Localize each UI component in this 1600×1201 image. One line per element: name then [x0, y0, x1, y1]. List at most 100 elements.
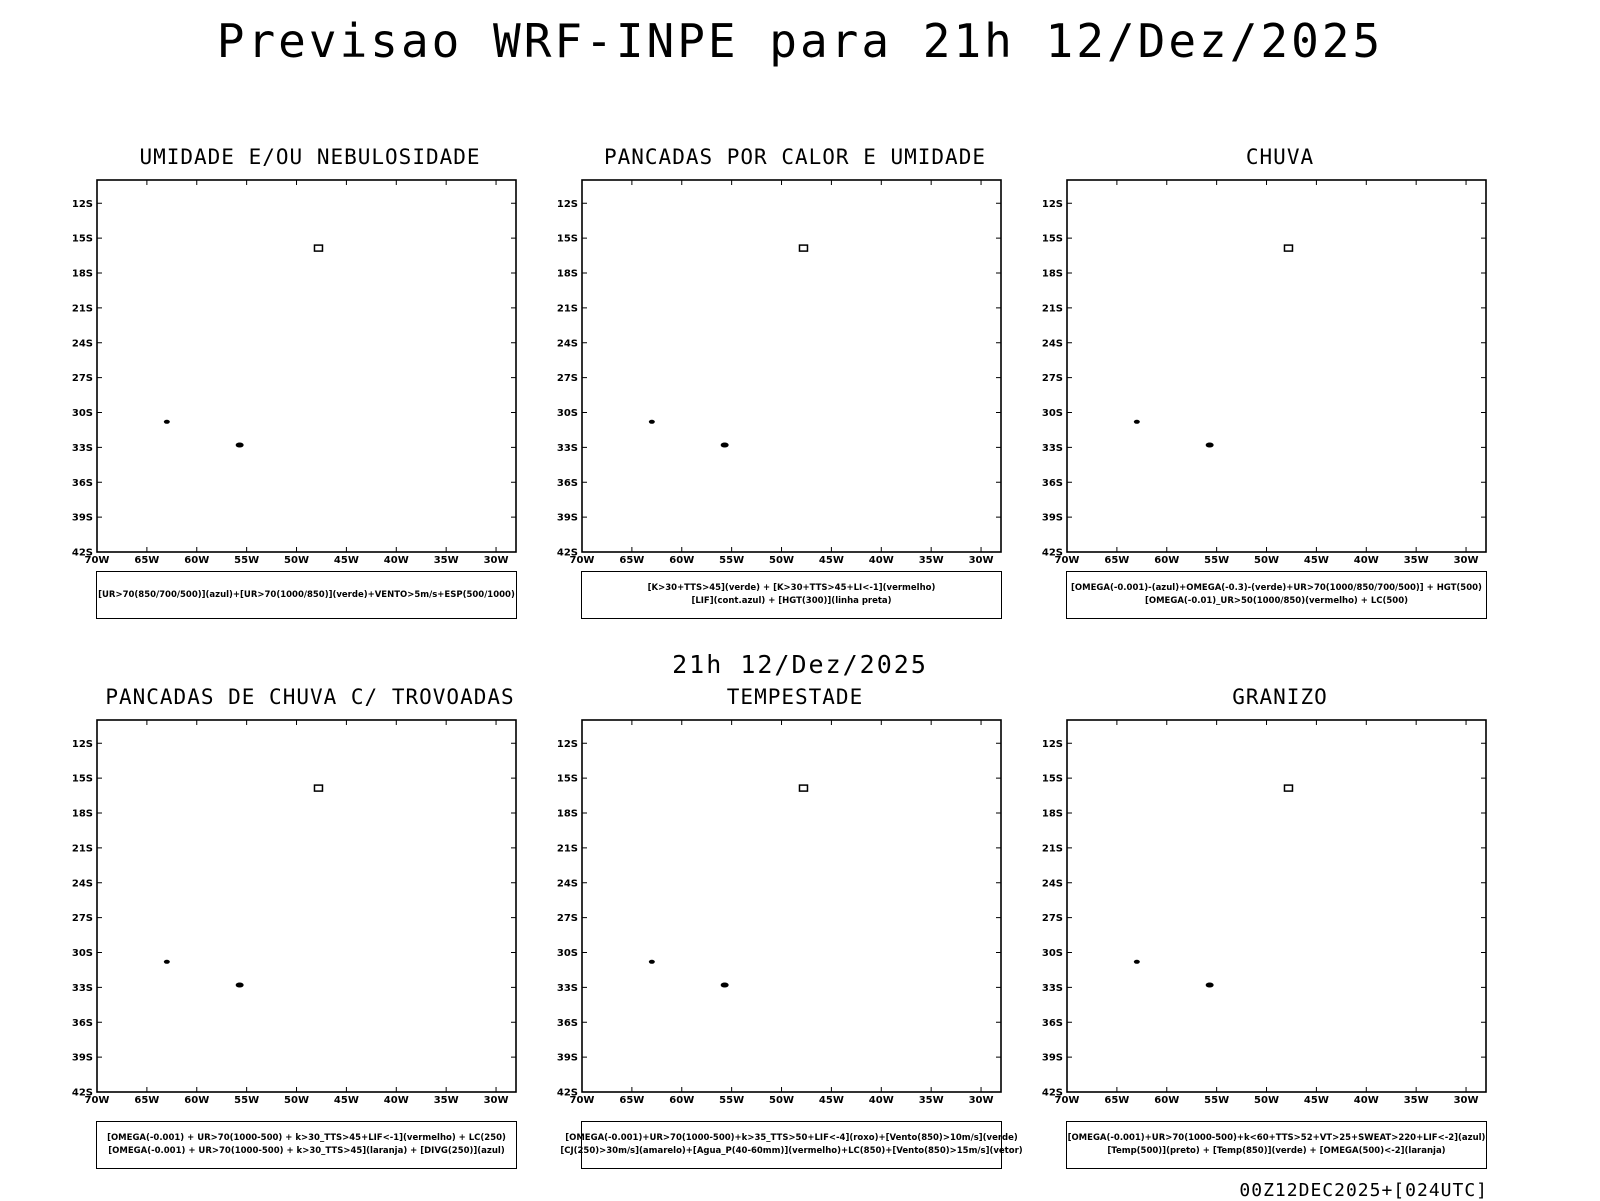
legend-line: [K>30+TTS>45](verde) + [K>30+TTS>45+LI<-… — [647, 583, 936, 593]
map-content: 9600944095209600960096009520944093609360… — [648, 244, 809, 448]
lat-label: 21S — [557, 303, 578, 314]
lon-label: 60W — [669, 1095, 694, 1106]
lat-label: 18S — [72, 269, 93, 280]
map-background — [97, 180, 516, 552]
lake — [648, 419, 655, 424]
lat-label: 36S — [557, 478, 578, 489]
map-svg: 12-15-18-12151515182121 12S 15S 18S 21S 24S 27… — [1042, 719, 1487, 1106]
lon-label: 35W — [919, 1095, 944, 1106]
legend-chuva: [OMEGA(-0.001)-(azul)+OMEGA(-0.3)-(verde… — [1066, 571, 1487, 619]
lon-label: 30W — [1454, 555, 1479, 566]
panel-granizo: GRANIZO 12-15-18-12151515182121 12S 15S 18S… — [1030, 685, 1530, 1175]
lat-label: 36S — [1042, 478, 1063, 489]
lon-label: 50W — [769, 1095, 794, 1106]
legend-granizo: [OMEGA(-0.001)+UR>70(1000-500)+k<60+TTS>… — [1066, 1121, 1487, 1169]
lon-label: 60W — [669, 555, 694, 566]
lat-label: 18S — [1042, 269, 1063, 280]
map-content — [163, 784, 324, 988]
map-frame — [1066, 179, 1487, 553]
lat-label: 42S — [1042, 1088, 1063, 1099]
lat-label: 15S — [72, 774, 93, 785]
legend-line: [UR>70(850/700/500)](azul)+[UR>70(1000/8… — [98, 589, 515, 600]
lon-label: 45W — [819, 555, 844, 566]
map-frame — [581, 179, 1002, 553]
legend-line: [Temp(500)](preto) + [Temp(850)](verde) … — [1107, 1146, 1446, 1156]
lon-label: 55W — [719, 555, 744, 566]
lat-label: 21S — [72, 843, 93, 854]
lagoa-mirim — [1205, 442, 1214, 448]
lat-label: 21S — [72, 303, 93, 314]
lon-label: 40W — [1354, 1095, 1379, 1106]
lon-label: 65W — [1104, 555, 1129, 566]
lat-label: 15S — [557, 774, 578, 785]
panel-tempestade: TEMPESTADE 40 12S 15S 18S 21S 24S 27S 30S 33S 36S… — [545, 685, 1045, 1175]
lagoa-mirim — [235, 442, 244, 448]
lon-label: 60W — [1154, 555, 1179, 566]
map-background — [582, 180, 1001, 552]
lat-label: 21S — [1042, 303, 1063, 314]
lat-label: 15S — [72, 234, 93, 245]
panel-title: GRANIZO — [1232, 685, 1328, 709]
map-background — [582, 720, 1001, 1092]
lat-label: 27S — [72, 373, 93, 384]
lon-label: 65W — [1104, 1095, 1129, 1106]
lat-label: 27S — [557, 913, 578, 924]
main-title: Previsao WRF-INPE para 21h 12/Dez/2025 — [216, 14, 1384, 68]
run-stamp: 00Z12DEC2025+[024UTC] — [1239, 1180, 1488, 1201]
lat-label: 36S — [1042, 1018, 1063, 1029]
lat-label: 39S — [557, 513, 578, 524]
map-background — [1067, 180, 1486, 552]
lagoa-mirim — [720, 982, 729, 988]
panel-title: PANCADAS DE CHUVA C/ TROVOADAS — [105, 685, 515, 709]
distrito-federal — [798, 784, 809, 792]
lat-label: 30S — [72, 948, 93, 959]
lat-label: 39S — [1042, 1053, 1063, 1064]
lat-label: 33S — [1042, 443, 1063, 454]
lat-label: 24S — [72, 338, 93, 349]
lon-label: 60W — [1154, 1095, 1179, 1106]
panel-trovoadas: PANCADAS DE CHUVA C/ TROVOADAS 12S 15S 18S… — [60, 685, 560, 1175]
lat-label: 33S — [557, 983, 578, 994]
lon-label: 50W — [284, 1095, 309, 1106]
lon-label: 45W — [1304, 555, 1329, 566]
lat-label: 24S — [1042, 878, 1063, 889]
lat-label: 12S — [72, 199, 93, 210]
lat-label: 15S — [1042, 234, 1063, 245]
lake — [163, 959, 170, 964]
map-background — [97, 720, 516, 1092]
lon-label: 40W — [1354, 555, 1379, 566]
panel-chuva: CHUVA 5825855855825825795765735705675645… — [1030, 145, 1530, 635]
lat-label: 33S — [72, 443, 93, 454]
lat-label: 33S — [557, 443, 578, 454]
lon-label: 50W — [1254, 1095, 1279, 1106]
legend-line: [OMEGA(-0.001) + UR>70(1000-500) + k>30_… — [108, 1146, 505, 1156]
lake — [163, 419, 170, 424]
lat-label: 24S — [557, 338, 578, 349]
lon-label: 50W — [1254, 555, 1279, 566]
lat-label: 18S — [72, 809, 93, 820]
lagoa-mirim — [720, 442, 729, 448]
lon-label: 40W — [384, 1095, 409, 1106]
lon-label: 65W — [134, 555, 159, 566]
lat-label: 18S — [557, 809, 578, 820]
lon-label: 70W — [85, 1095, 110, 1106]
lat-label: 33S — [72, 983, 93, 994]
lon-label: 55W — [1204, 1095, 1229, 1106]
lon-label: 50W — [769, 555, 794, 566]
map-content: 5825855855825825795765735705675645615645… — [1133, 244, 1294, 448]
lagoa-mirim — [235, 982, 244, 988]
map-content: 40 — [648, 784, 809, 988]
lat-label: 30S — [72, 408, 93, 419]
legend-pancadas-calor: [K>30+TTS>45](verde) + [K>30+TTS>45+LI<-… — [581, 571, 1002, 619]
map-content: 12-15-18-12151515182121 — [1133, 784, 1294, 988]
lon-label: 70W — [1055, 555, 1080, 566]
map-content: 1004100810121008100410081000100010081004… — [163, 244, 324, 448]
lat-label: 24S — [72, 878, 93, 889]
lake — [648, 959, 655, 964]
lat-label: 36S — [72, 478, 93, 489]
lat-label: 12S — [557, 199, 578, 210]
lake — [1133, 419, 1140, 424]
map-frame — [96, 719, 517, 1093]
lat-label: 30S — [1042, 408, 1063, 419]
